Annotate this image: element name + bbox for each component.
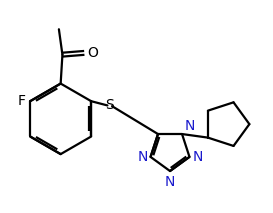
Text: N: N [165,175,175,189]
Text: N: N [192,150,203,164]
Text: F: F [18,94,26,108]
Text: N: N [185,119,195,133]
Text: O: O [87,46,98,60]
Text: N: N [137,150,148,164]
Text: S: S [105,98,114,112]
